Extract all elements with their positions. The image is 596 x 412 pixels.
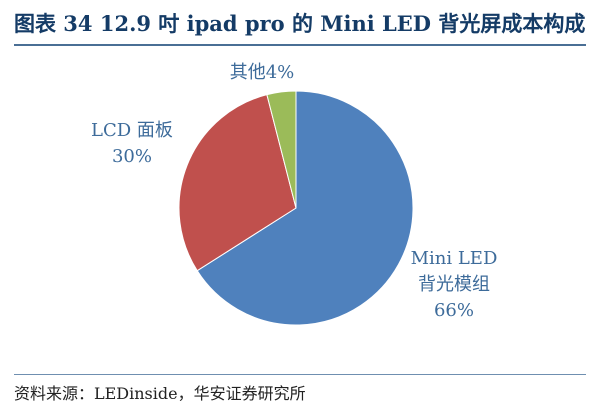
source-divider [14,374,586,375]
slice-lcd-panel [178,94,297,272]
title-underline [14,44,586,46]
label-other-line1: 其他4% [229,62,295,83]
label-mini-led-line1: Mini LED [410,248,498,269]
label-lcd-line1: LCD 面板 [91,120,173,141]
source-note: 资料来源：LEDinside，华安证券研究所 [14,384,306,403]
label-lcd-percent: 30% [111,146,152,167]
chart-title: 图表 34 12.9 吋 ipad pro 的 Mini LED 背光屏成本构成 [14,11,586,36]
slice-mini-led [196,90,414,326]
slice-other [266,90,297,209]
label-other: 其他4% [212,60,312,86]
label-mini-led: Mini LED 背光模组 66% [388,246,520,324]
label-lcd-panel: LCD 面板 30% [74,118,190,170]
label-mini-led-percent: 66% [433,300,474,321]
label-mini-led-line2: 背光模组 [418,274,490,295]
